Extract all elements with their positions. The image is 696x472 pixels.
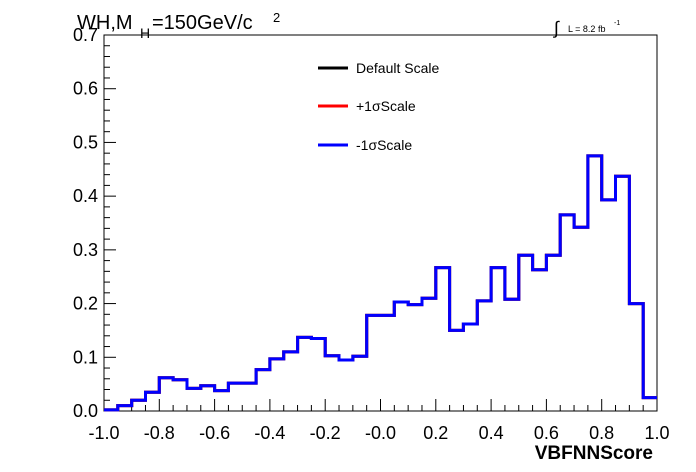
chart-title-rest: =150GeV/c xyxy=(152,12,253,34)
x-tick-label: 1.0 xyxy=(644,423,669,443)
histogram-line-1 xyxy=(104,154,657,412)
x-axis: -1.0 -0.8 -0.6 -0.4 -0.2 -0.0 0.2 0.4 0.6 0.8 1.0 xyxy=(88,399,670,443)
legend: Default Scale +1σScale -1σScale xyxy=(318,60,439,153)
y-tick-label: 0.5 xyxy=(73,132,98,152)
x-tick-label: -1.0 xyxy=(88,423,119,443)
legend-label-minus-1-sigma: -1σScale xyxy=(356,137,412,153)
y-tick-label: 0.2 xyxy=(73,294,98,314)
x-tick-label: -0.0 xyxy=(365,423,396,443)
chart-title-main: WH,M xyxy=(77,12,133,34)
x-tick-label: -0.2 xyxy=(310,423,341,443)
x-tick-label: 0.8 xyxy=(589,423,614,443)
lumi-superscript: -1 xyxy=(614,20,620,27)
chart-title-superscript: 2 xyxy=(273,10,280,25)
x-axis-title: VBFNNScore xyxy=(535,443,653,464)
lumi-integral-symbol: ∫ xyxy=(552,18,560,38)
x-tick-label: 0.2 xyxy=(423,423,448,443)
y-tick-label: 0.4 xyxy=(73,186,98,206)
y-tick-label: 0.3 xyxy=(73,240,98,260)
x-tick-label: -0.6 xyxy=(199,423,230,443)
y-tick-label: 0.7 xyxy=(73,25,98,45)
y-tick-label: 0.6 xyxy=(73,79,98,99)
legend-label-plus-1-sigma: +1σScale xyxy=(356,98,416,114)
x-tick-label: -0.8 xyxy=(144,423,175,443)
chart-title-subscript: H xyxy=(140,25,150,41)
y-tick-label: 0.0 xyxy=(73,401,98,421)
legend-label-default-scale: Default Scale xyxy=(356,60,439,76)
lumi-text: L = 8.2 fb xyxy=(568,24,605,34)
x-tick-label: 0.4 xyxy=(479,423,504,443)
histogram-line-2 xyxy=(104,154,657,412)
x-tick-label: 0.6 xyxy=(534,423,559,443)
y-axis: 0.0 0.1 0.2 0.3 0.4 0.5 0.6 0.7 xyxy=(73,25,116,421)
y-tick-label: 0.1 xyxy=(73,347,98,367)
x-tick-label: -0.4 xyxy=(254,423,285,443)
histogram-line-0 xyxy=(104,154,657,412)
histogram-series xyxy=(104,154,657,412)
